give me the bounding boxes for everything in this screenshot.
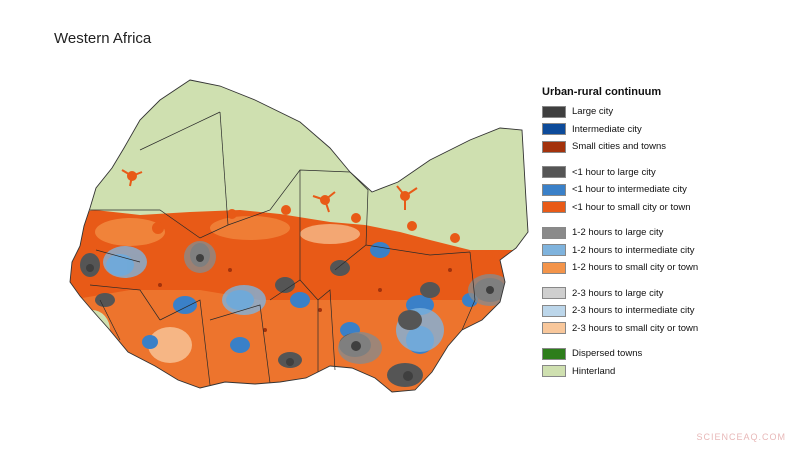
legend-label: 2-3 hours to large city (572, 287, 664, 299)
legend-label: Hinterland (572, 365, 616, 377)
legend-item: <1 hour to intermediate city (542, 181, 782, 199)
legend-item: Large city (542, 103, 782, 121)
legend-item: Dispersed towns (542, 345, 782, 363)
legend-item: <1 hour to small city or town (542, 199, 782, 217)
legend-swatch (542, 322, 566, 335)
legend-item: 1-2 hours to intermediate city (542, 242, 782, 260)
western-africa-map (69, 79, 529, 393)
legend-label: Small cities and towns (572, 141, 666, 153)
legend-label: 1-2 hours to small city or town (572, 262, 699, 274)
legend-label: 2-3 hours to small city or town (572, 322, 699, 334)
legend-gap (542, 337, 782, 345)
legend-body: Large city Intermediate city Small cities … (542, 103, 782, 380)
legend-label: 1-2 hours to intermediate city (572, 244, 695, 256)
watermark: SCIENCEAQ.COM (696, 432, 786, 442)
legend-label: <1 hour to intermediate city (572, 184, 687, 196)
legend-swatch (542, 201, 566, 214)
legend-gap (542, 277, 782, 285)
legend-label: Intermediate city (572, 123, 642, 135)
legend-swatch (542, 166, 566, 179)
legend-swatch (542, 287, 566, 300)
map-legend: Urban-rural continuum Large city Intermed… (542, 86, 782, 380)
legend-swatch (542, 365, 566, 378)
legend-item: 2-3 hours to large city (542, 285, 782, 303)
legend-item: Hinterland (542, 363, 782, 381)
legend-swatch (542, 261, 566, 274)
legend-swatch (542, 226, 566, 239)
legend-gap (542, 216, 782, 224)
legend-label: <1 hour to large city (572, 166, 656, 178)
legend-label: Dispersed towns (572, 348, 643, 360)
legend-label: <1 hour to small city or town (572, 201, 691, 213)
legend-item: 1-2 hours to large city (542, 224, 782, 242)
legend-gap (542, 156, 782, 164)
legend-swatch (542, 244, 566, 257)
legend-swatch (542, 183, 566, 196)
legend-item: Intermediate city (542, 121, 782, 139)
map-title: Western Africa (54, 30, 152, 47)
legend-heading: Urban-rural continuum (542, 86, 662, 98)
legend-swatch (542, 140, 566, 153)
legend-label: Large city (572, 106, 614, 118)
legend-swatch (542, 304, 566, 317)
legend-item: 2-3 hours to intermediate city (542, 302, 782, 320)
legend-swatch (542, 123, 566, 136)
legend-item: <1 hour to large city (542, 164, 782, 182)
country-borders (89, 111, 476, 386)
legend-item: 1-2 hours to small city or town (542, 259, 782, 277)
legend-item: Small cities and towns (542, 138, 782, 156)
legend-swatch (542, 347, 566, 360)
legend-label: 2-3 hours to intermediate city (572, 305, 695, 317)
legend-item: 2-3 hours to small city or town (542, 320, 782, 338)
legend-swatch (542, 105, 566, 118)
legend-label: 1-2 hours to large city (572, 227, 664, 239)
